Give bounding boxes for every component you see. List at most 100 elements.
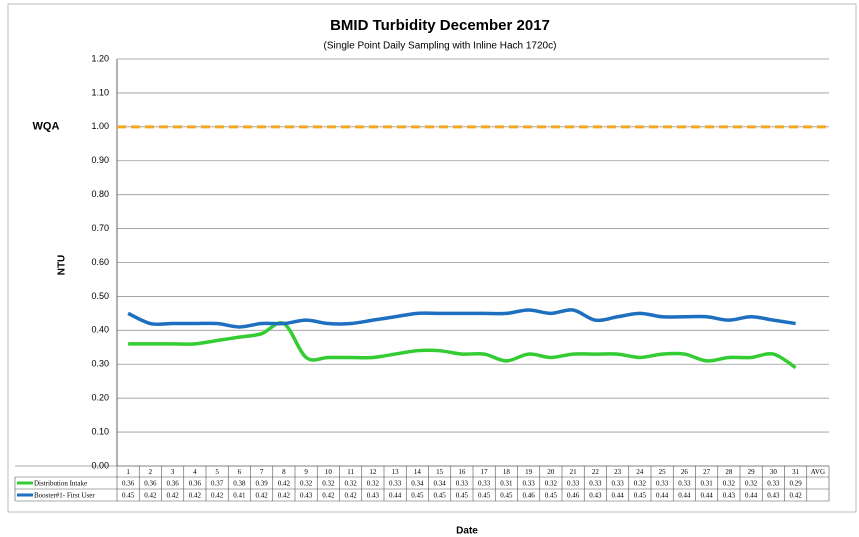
x-tick-label: 18 [503,468,511,476]
y-tick-label: 0.00 [91,460,109,470]
chart-subtitle: (Single Point Daily Sampling with Inline… [324,41,557,52]
table-value: 0.32 [345,480,358,488]
table-value: 0.33 [767,480,780,488]
y-tick-label: 1.10 [91,87,109,97]
table-value: 0.33 [456,480,469,488]
table-value: 0.42 [144,492,157,500]
x-tick-label: AVG [811,468,825,476]
y-tick-label: 0.50 [91,291,109,301]
table-value: 0.42 [345,492,358,500]
table-value: 0.36 [189,480,202,488]
table-value: 0.32 [300,480,313,488]
table-value: 0.42 [167,492,180,500]
series-line [128,321,797,370]
x-tick-label: 1 [126,468,130,476]
x-tick-label: 6 [238,468,242,476]
table-value: 0.32 [723,480,736,488]
x-tick-label: 14 [414,468,422,476]
y-tick-label: 0.80 [91,189,109,199]
table-value: 0.45 [456,492,469,500]
x-tick-label: 8 [282,468,286,476]
y-tick-label: 0.90 [91,155,109,165]
x-tick-label: 20 [547,468,555,476]
x-tick-label: 30 [770,468,778,476]
table-value: 0.33 [612,480,625,488]
table-value: 0.33 [678,480,691,488]
y-axis-label: NTU [57,255,68,276]
x-tick-label: 5 [215,468,219,476]
table-value: 0.43 [300,492,313,500]
legend-label: Distribution Intake [34,480,87,488]
table-value: 0.36 [167,480,180,488]
table-value: 0.45 [434,492,447,500]
table-value: 0.42 [278,480,291,488]
table-value: 0.45 [545,492,558,500]
x-tick-label: 25 [659,468,667,476]
table-value: 0.39 [256,480,269,488]
table-value: 0.44 [701,492,714,500]
table-value: 0.29 [790,480,803,488]
table-value: 0.45 [411,492,424,500]
table-value: 0.33 [567,480,580,488]
x-tick-label: 15 [436,468,444,476]
x-tick-label: 7 [260,468,264,476]
table-value: 0.31 [701,480,714,488]
x-tick-label: 26 [681,468,689,476]
x-tick-label: 16 [458,468,466,476]
table-value: 0.45 [478,492,491,500]
table-value: 0.45 [500,492,513,500]
legend-label: Booster#1- First User [34,492,95,500]
chart-border [7,3,857,513]
y-tick-label: 0.60 [91,257,109,267]
table-value: 0.33 [589,480,602,488]
x-tick-label: 2 [149,468,153,476]
table-value: 0.42 [322,492,335,500]
table-value: 0.33 [478,480,491,488]
x-axis-label: Date [456,526,478,537]
x-tick-label: 19 [525,468,533,476]
table-value: 0.46 [523,492,536,500]
table-value: 0.44 [389,492,402,500]
y-tick-label: 1.20 [91,53,109,63]
y-tick-label: 0.40 [91,325,109,335]
table-value: 0.42 [256,492,269,500]
y-tick-label: 1.00 [91,121,109,131]
table-value: 0.32 [322,480,335,488]
x-tick-label: 13 [392,468,400,476]
table-value: 0.34 [411,480,424,488]
x-tick-label: 10 [325,468,333,476]
table-value: 0.42 [189,492,202,500]
x-tick-label: 12 [369,468,377,476]
y-tick-label: 0.20 [91,393,109,403]
table-value: 0.44 [678,492,691,500]
x-tick-label: 24 [636,468,644,476]
x-tick-label: 17 [481,468,489,476]
table-value: 0.44 [656,492,669,500]
table-value: 0.33 [523,480,536,488]
x-tick-label: 27 [703,468,711,476]
table-value: 0.43 [589,492,602,500]
table-value: 0.43 [767,492,780,500]
table-value: 0.46 [567,492,580,500]
table-value: 0.37 [211,480,224,488]
y-tick-label: 0.70 [91,223,109,233]
table-value: 0.42 [211,492,224,500]
table-value: 0.43 [723,492,736,500]
table-value: 0.32 [367,480,380,488]
y-tick-label: 0.10 [91,426,109,436]
x-tick-label: 9 [304,468,308,476]
table-value: 0.31 [500,480,513,488]
table-value: 0.34 [434,480,447,488]
table-value: 0.45 [634,492,647,500]
series-line [127,308,796,329]
table-value: 0.32 [545,480,558,488]
x-tick-label: 11 [347,468,354,476]
threshold-label: WQA [33,121,60,133]
x-tick-label: 3 [171,468,175,476]
x-tick-label: 4 [193,468,197,476]
x-tick-label: 21 [570,468,578,476]
table-value: 0.38 [233,480,246,488]
table-value: 0.33 [389,480,402,488]
x-tick-label: 28 [725,468,733,476]
